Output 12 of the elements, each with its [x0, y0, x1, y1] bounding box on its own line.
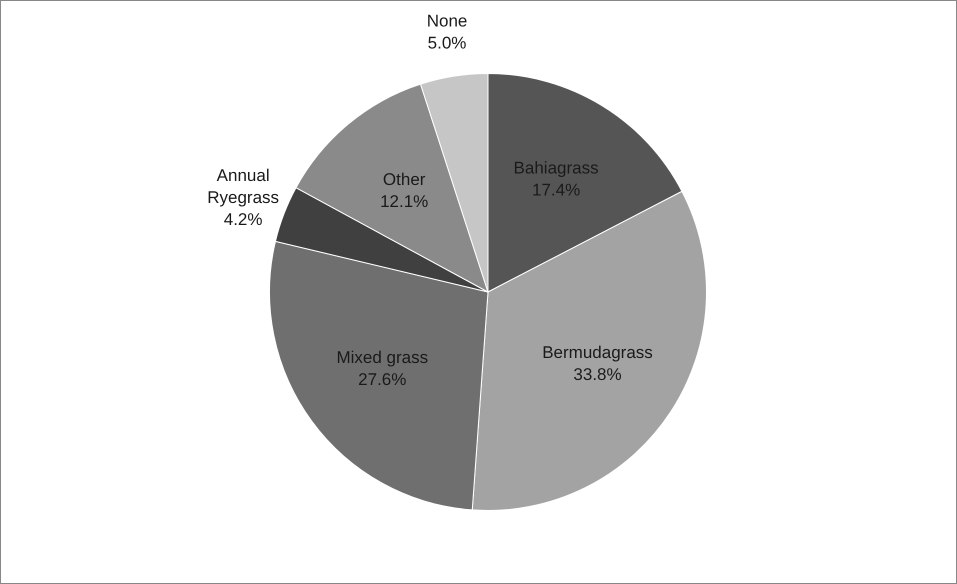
data-label: 17.4% [532, 180, 580, 200]
data-label: 33.8% [573, 364, 622, 384]
slice-label: Bermudagrass [542, 342, 653, 362]
slice-label: Bahiagrass [514, 158, 599, 178]
data-label: 27.6% [358, 370, 406, 390]
slice-label: Other [382, 170, 426, 189]
data-label: 5.0% [428, 34, 466, 53]
data-label: 4.2% [224, 210, 263, 229]
slice-label: Mixed grass [336, 348, 428, 368]
slice-label: Annual Ryegrass [207, 166, 280, 207]
slice-label: None [426, 12, 468, 31]
data-label: 12.1% [380, 192, 428, 211]
